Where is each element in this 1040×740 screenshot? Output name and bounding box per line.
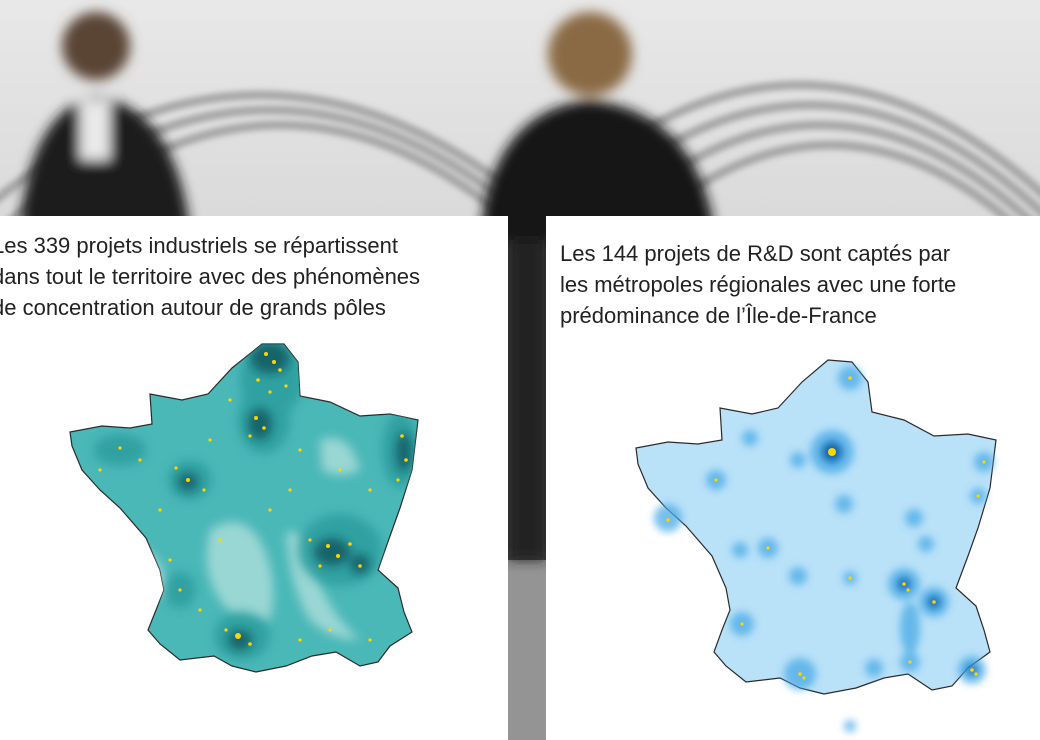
rd-caption-line-1: Les 144 projets de R&D sont captés par: [560, 241, 951, 266]
industrial-project-dots: [98, 352, 408, 646]
industrial-caption-line-2: dans tout le territoire avec des phénomè…: [0, 264, 421, 289]
rd-project-dots: [666, 376, 986, 680]
density-layers: [94, 344, 418, 660]
industrial-projects-panel: Les 339 projets industriels se répartiss…: [0, 216, 508, 740]
rd-caption-line-3: prédominance de l’Île-de-France: [560, 303, 877, 328]
rd-projects-map: [635, 359, 997, 732]
industrial-caption-line-1: Les 339 projets industriels se répartiss…: [0, 233, 398, 258]
rd-density-layers: [654, 366, 994, 732]
france-outline: [69, 343, 419, 673]
france-outline: [635, 359, 997, 695]
industrial-caption-line-3: de concentration autour de grands pôles: [0, 295, 386, 320]
rd-caption: Les 144 projets de R&D sont captés par l…: [560, 238, 956, 331]
industrial-caption: Les 339 projets industriels se répartiss…: [0, 230, 420, 323]
rd-projects-panel: Les 144 projets de R&D sont captés par l…: [546, 216, 1040, 740]
rd-caption-line-2: les métropoles régionales avec une forte: [560, 272, 957, 297]
industrial-projects-map: [69, 343, 419, 673]
